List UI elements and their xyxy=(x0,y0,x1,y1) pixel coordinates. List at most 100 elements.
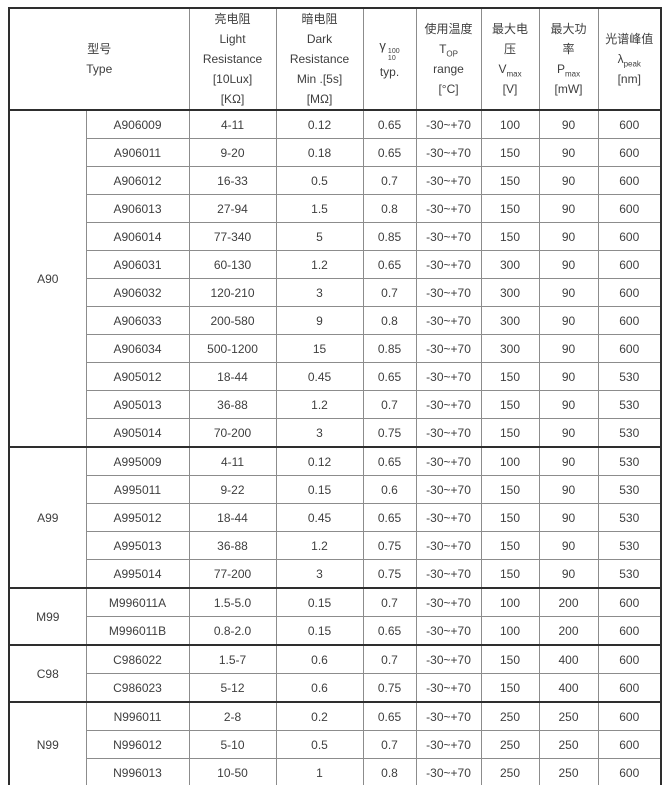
cell-max-power: 90 xyxy=(538,390,599,419)
cell-max-power: 90 xyxy=(538,222,599,251)
cell-peak-wavelength: 530 xyxy=(597,531,662,560)
cell-gamma: 0.75 xyxy=(362,531,417,560)
col-header-max-voltage: 最大电 压 Vmax [V] xyxy=(480,7,540,111)
cell-light-resistance: 18-44 xyxy=(188,362,277,391)
col-header-temp-range: 使用温度 TOP range [°C] xyxy=(415,7,482,111)
table-row: A905012 18-44 0.45 0.65 -30~+70 150 90 530 xyxy=(9,362,662,391)
cell-light-resistance: 200-580 xyxy=(188,306,277,335)
table-row: A995014 77-200 3 0.75 -30~+70 150 90 530 xyxy=(9,559,662,589)
cell-model: M996011B xyxy=(85,616,190,646)
cell-max-voltage: 300 xyxy=(480,278,540,307)
cell-max-power: 90 xyxy=(538,503,599,532)
header-vmax-cn1: 最大电 xyxy=(492,22,529,36)
cell-temp-range: -30~+70 xyxy=(415,418,482,448)
cell-temp-range: -30~+70 xyxy=(415,730,482,759)
cell-peak-wavelength: 530 xyxy=(597,475,662,504)
cell-max-voltage: 300 xyxy=(480,334,540,363)
cell-temp-range: -30~+70 xyxy=(415,531,482,560)
col-header-gamma: γ 100 10 typ. xyxy=(362,7,417,111)
cell-temp-range: -30~+70 xyxy=(415,701,482,731)
cell-light-resistance: 36-88 xyxy=(188,531,277,560)
col-header-dark-resistance: 暗电阻 Dark Resistance Min .[5s] [MΩ] xyxy=(275,7,364,111)
cell-temp-range: -30~+70 xyxy=(415,446,482,476)
cell-model: A905012 xyxy=(85,362,190,391)
cell-temp-range: -30~+70 xyxy=(415,587,482,617)
cell-model: A906011 xyxy=(85,138,190,167)
cell-peak-wavelength: 600 xyxy=(597,166,662,195)
cell-dark-resistance: 0.12 xyxy=(275,446,364,476)
header-peak-unit: [nm] xyxy=(617,72,641,86)
cell-dark-resistance: 0.12 xyxy=(275,109,364,139)
header-peak-cn: 光谱峰值 xyxy=(605,32,654,46)
cell-dark-resistance: 1.5 xyxy=(275,194,364,223)
table-row: A995013 36-88 1.2 0.75 -30~+70 150 90 530 xyxy=(9,531,662,560)
cell-light-resistance: 77-200 xyxy=(188,559,277,589)
table-row: A905013 36-88 1.2 0.7 -30~+70 150 90 530 xyxy=(9,390,662,419)
cell-model: A906032 xyxy=(85,278,190,307)
cell-peak-wavelength: 600 xyxy=(597,222,662,251)
cell-light-resistance: 70-200 xyxy=(188,418,277,448)
cell-gamma: 0.7 xyxy=(362,587,417,617)
cell-gamma: 0.65 xyxy=(362,616,417,646)
cell-gamma: 0.75 xyxy=(362,418,417,448)
cell-temp-range: -30~+70 xyxy=(415,334,482,363)
cell-gamma: 0.6 xyxy=(362,475,417,504)
cell-gamma: 0.8 xyxy=(362,194,417,223)
header-temp-cn: 使用温度 xyxy=(424,22,473,36)
cell-gamma: 0.85 xyxy=(362,222,417,251)
header-pmax-cn1: 最大功 xyxy=(550,22,587,36)
cell-dark-resistance: 1.2 xyxy=(275,250,364,279)
header-type-cn: 型号 xyxy=(87,42,112,56)
cell-max-voltage: 150 xyxy=(480,222,540,251)
header-gamma-symbol: γ 100 10 xyxy=(379,38,400,62)
header-temp-range-word: range xyxy=(433,62,464,76)
cell-light-resistance: 16-33 xyxy=(188,166,277,195)
cell-gamma: 0.65 xyxy=(362,362,417,391)
cell-dark-resistance: 0.45 xyxy=(275,362,364,391)
cell-max-voltage: 150 xyxy=(480,531,540,560)
cell-gamma: 0.7 xyxy=(362,390,417,419)
table-row: C986023 5-12 0.6 0.75 -30~+70 150 400 600 xyxy=(9,673,662,703)
header-pmax-symbol: Pmax xyxy=(556,62,581,79)
cell-model: A906013 xyxy=(85,194,190,223)
header-dark-cn: 暗电阻 xyxy=(301,12,338,26)
cell-max-power: 90 xyxy=(538,278,599,307)
header-vmax-unit: [V] xyxy=(502,82,518,96)
cell-peak-wavelength: 530 xyxy=(597,446,662,476)
cell-dark-resistance: 5 xyxy=(275,222,364,251)
cell-light-resistance: 10-50 xyxy=(188,758,277,785)
table-row: A905014 70-200 3 0.75 -30~+70 150 90 530 xyxy=(9,418,662,448)
cell-model: A906009 xyxy=(85,109,190,139)
cell-peak-wavelength: 530 xyxy=(597,362,662,391)
cell-temp-range: -30~+70 xyxy=(415,673,482,703)
cell-model: A995012 xyxy=(85,503,190,532)
col-header-type: 型号 Type xyxy=(8,7,190,111)
table-row: N99 N996011 2-8 0.2 0.65 -30~+70 250 250 600 xyxy=(8,701,662,785)
cell-gamma: 0.65 xyxy=(362,503,417,532)
gamma-sub: 10 xyxy=(387,55,396,62)
col-header-max-power: 最大功 率 Pmax [mW] xyxy=(538,7,599,111)
cell-peak-wavelength: 600 xyxy=(597,730,662,759)
cell-max-power: 90 xyxy=(538,362,599,391)
cell-light-resistance: 0.8-2.0 xyxy=(188,616,277,646)
cell-temp-range: -30~+70 xyxy=(415,616,482,646)
cell-model: A906012 xyxy=(85,166,190,195)
cell-max-power: 90 xyxy=(538,138,599,167)
cell-max-power: 90 xyxy=(538,418,599,448)
group-name: A90 xyxy=(8,109,87,448)
cell-max-power: 90 xyxy=(538,334,599,363)
cell-max-voltage: 150 xyxy=(480,362,540,391)
cell-dark-resistance: 1 xyxy=(275,758,364,785)
cell-light-resistance: 4-11 xyxy=(188,109,277,139)
cell-light-resistance: 36-88 xyxy=(188,390,277,419)
header-light-en1: Light xyxy=(219,32,246,46)
cell-max-power: 400 xyxy=(538,673,599,703)
table-row: A906014 77-340 5 0.85 -30~+70 150 90 600 xyxy=(9,222,662,251)
cell-max-voltage: 250 xyxy=(480,730,540,759)
cell-light-resistance: 4-11 xyxy=(188,446,277,476)
cell-dark-resistance: 0.5 xyxy=(275,166,364,195)
header-row: 型号 Type 亮电阻 Light Resistance [10Lux] [KΩ… xyxy=(8,7,662,111)
header-type-en: Type xyxy=(86,62,113,76)
cell-model: N996012 xyxy=(85,730,190,759)
header-temp-symbol: TOP xyxy=(439,42,458,59)
